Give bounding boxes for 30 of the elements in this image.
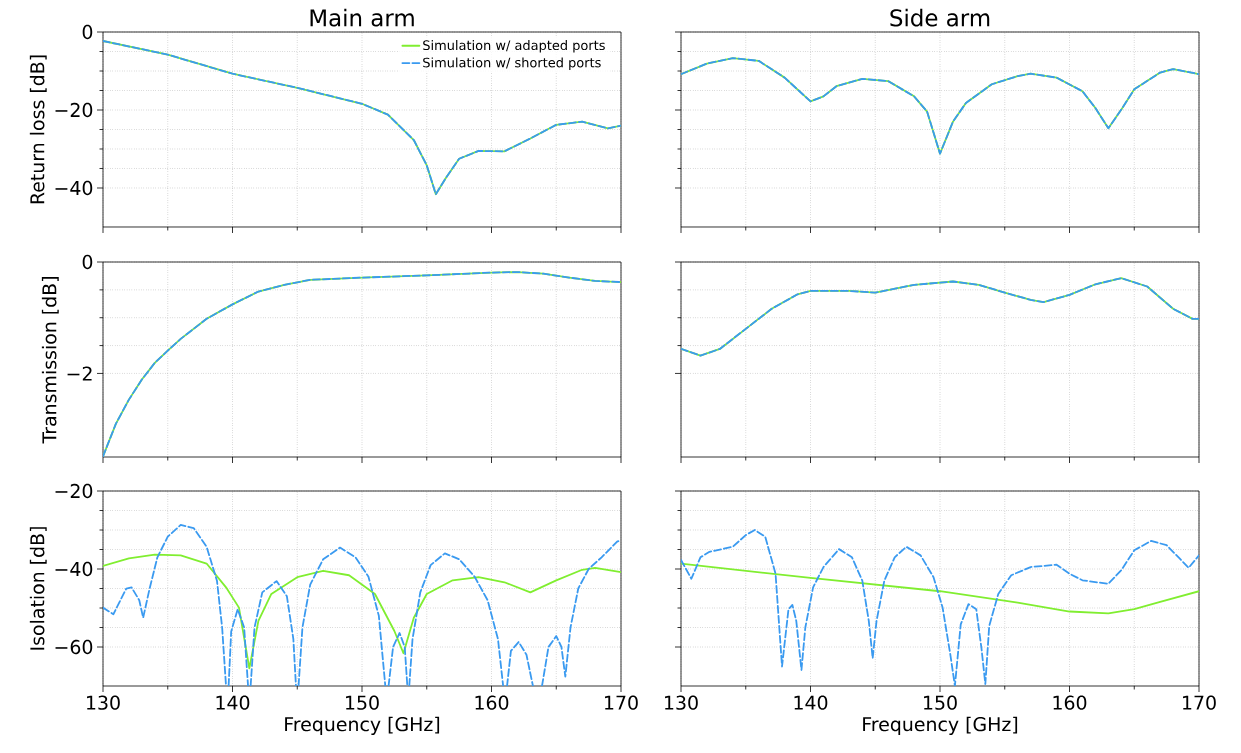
x-tick-label: 130 (665, 695, 698, 710)
chart-title: Side arm (890, 8, 990, 27)
y-tick-label: 0 (82, 24, 93, 40)
x-tick-label: 160 (475, 695, 509, 710)
x-tick-label: 170 (1183, 695, 1216, 710)
y-tick-label: −2 (67, 366, 92, 381)
line-series (103, 40, 621, 196)
y-axis-title: Return loss [dB] (29, 55, 47, 204)
y-tick-label: −40 (55, 561, 93, 577)
y-tick-label: −60 (55, 639, 93, 655)
x-tick-label: 160 (1053, 695, 1087, 710)
x-axis-title: Frequency [GHz] (863, 716, 1018, 735)
y-axis-title: Transmission [dB] (41, 277, 59, 444)
x-axis-title: Frequency [GHz] (285, 716, 440, 735)
y-tick-label: −20 (55, 102, 93, 118)
x-tick-label: 150 (346, 695, 379, 710)
legend-label: Simulation w/ shorted ports (423, 57, 601, 70)
legend-label: Simulation w/ adapted ports (423, 40, 605, 53)
line-series (103, 553, 621, 670)
x-tick-label: 170 (605, 695, 638, 710)
x-tick-label: 130 (87, 695, 120, 710)
y-axis-title: Isolation [dB] (29, 527, 47, 650)
x-tick-label: 140 (794, 695, 828, 710)
y-tick-label: −40 (55, 180, 93, 196)
chart-title: Main arm (310, 8, 414, 27)
x-tick-label: 140 (216, 695, 250, 710)
y-tick-label: 0 (82, 254, 93, 270)
line-series (103, 271, 621, 457)
y-tick-label: −20 (55, 483, 93, 499)
x-tick-label: 150 (924, 695, 957, 710)
